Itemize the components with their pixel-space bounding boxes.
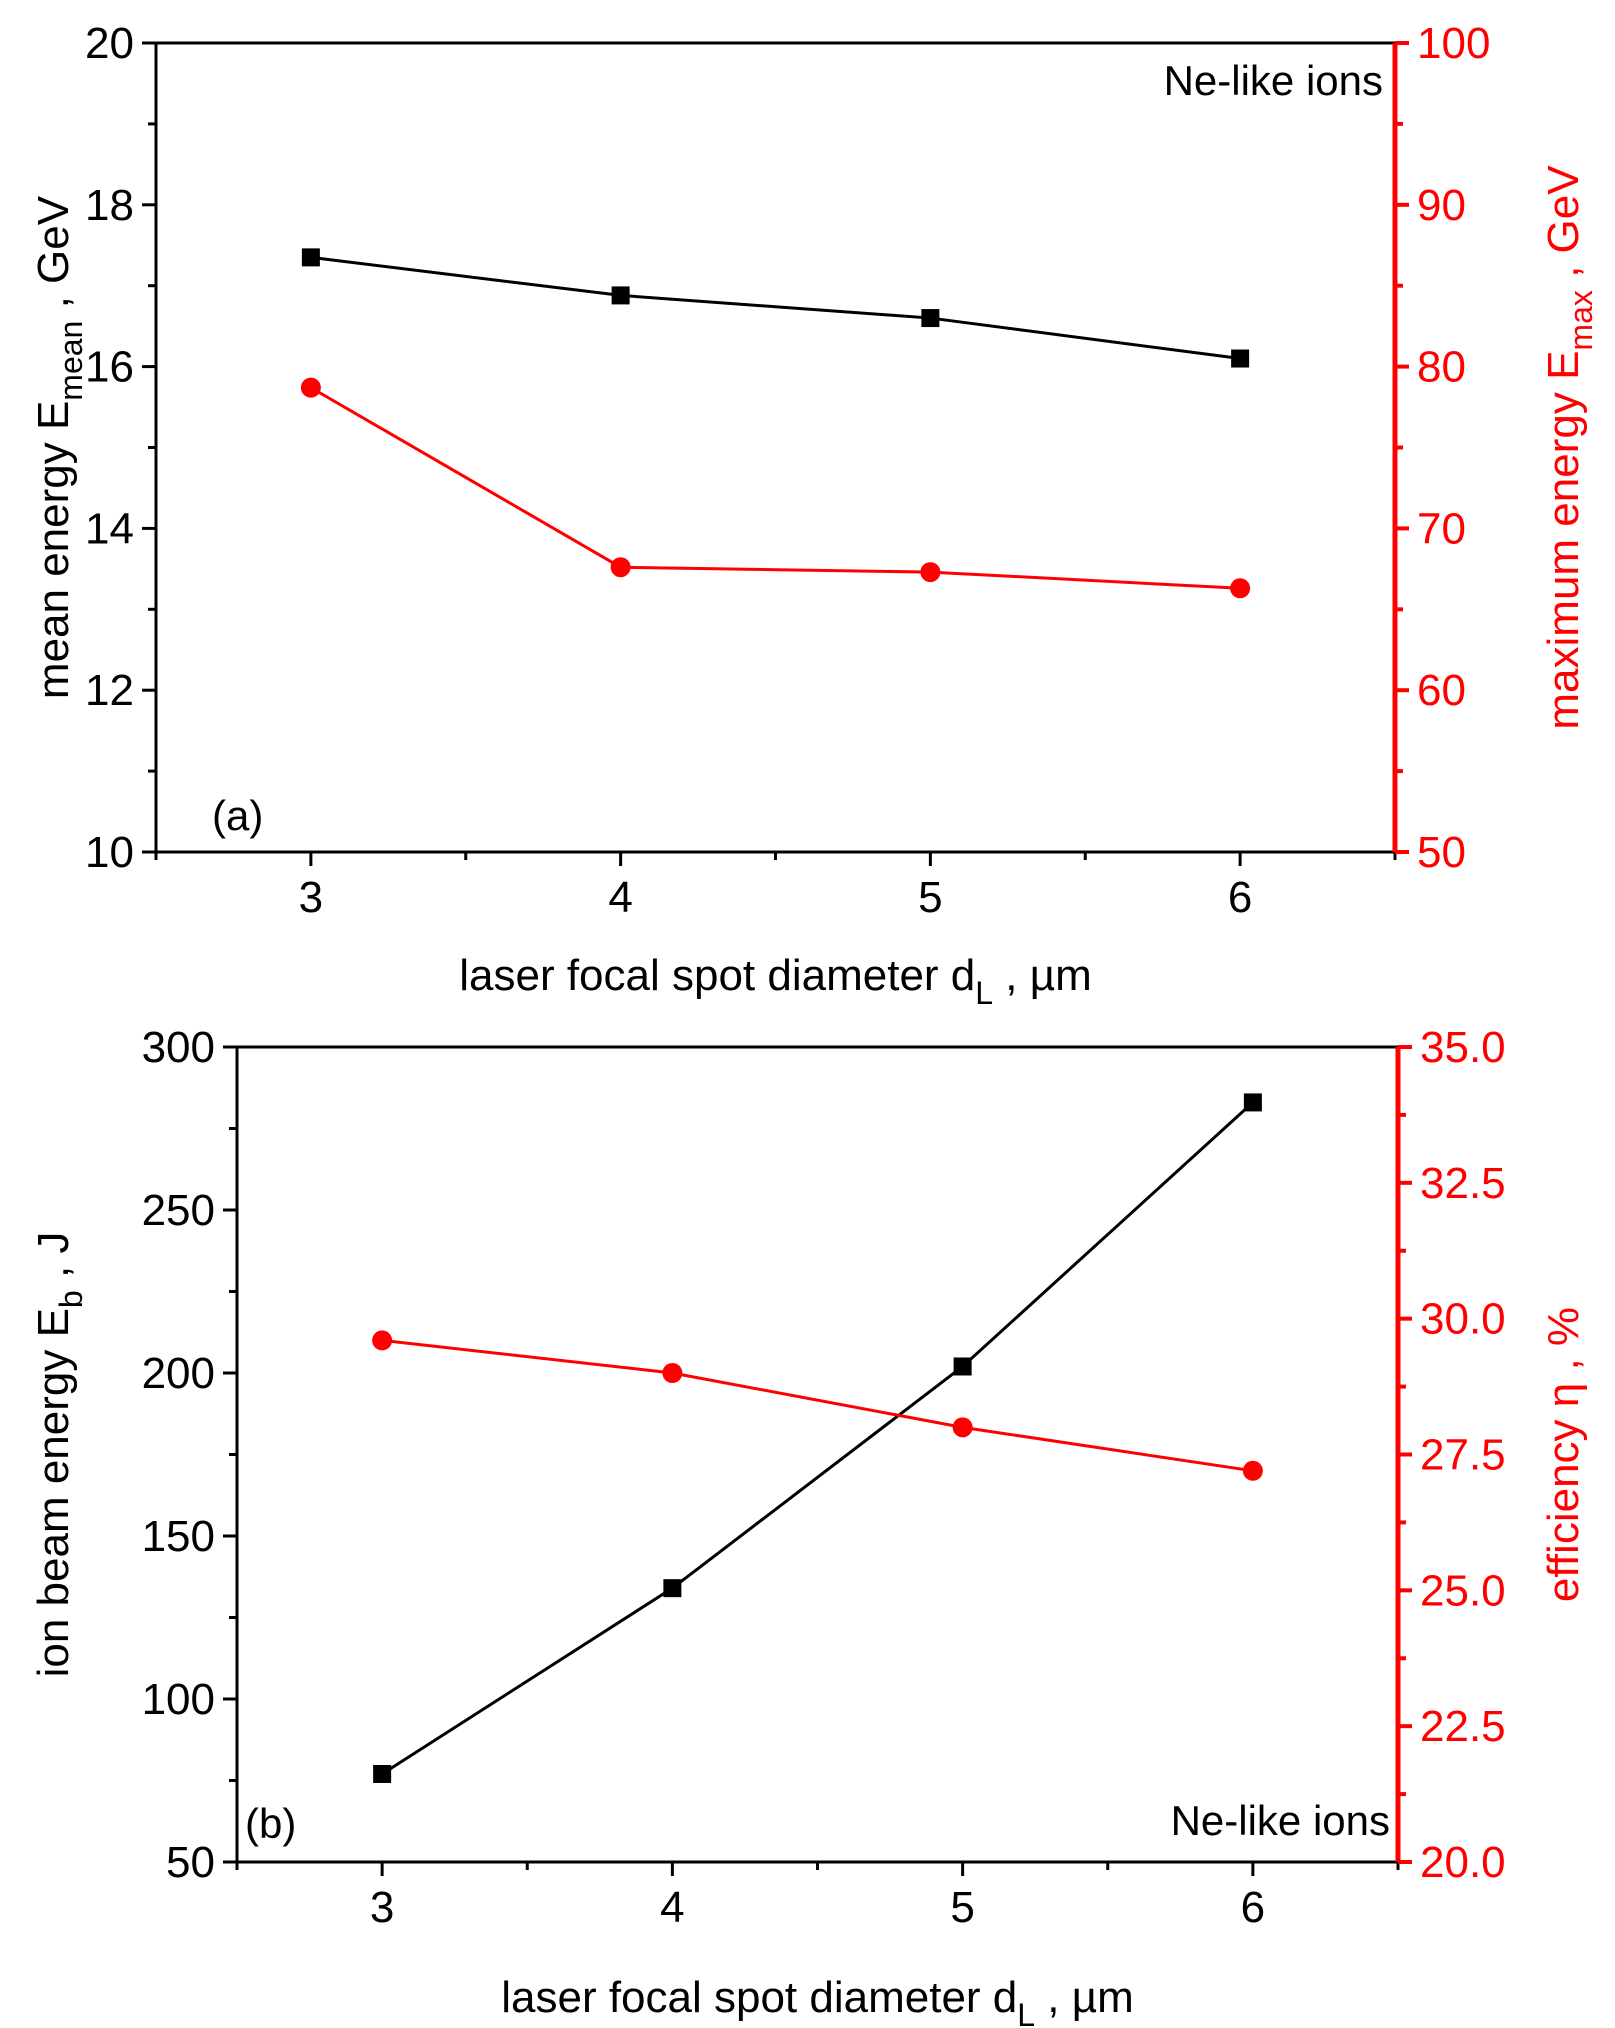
left-y-tick-label: 50 xyxy=(166,1838,215,1887)
left-y-axis-title-sub: b xyxy=(53,1290,89,1308)
right-y-tick-label: 80 xyxy=(1417,343,1466,392)
x-tick-label: 3 xyxy=(299,873,323,922)
x-axis-title-main: laser focal spot diameter d xyxy=(459,951,975,1000)
x-axis-title-main: laser focal spot diameter d xyxy=(501,1973,1017,2022)
right-y-tick-label: 22.5 xyxy=(1420,1702,1506,1751)
chart-panel-a: 3 4 5 6 10 12 14 16 18 20 50 60 70 80 90 100 laser focal… xyxy=(29,19,1599,1011)
x-axis-title-unit: , µm xyxy=(1035,1973,1134,2022)
left-y-axis-title-main: mean energy E xyxy=(29,401,78,699)
right-y-tick-label: 27.5 xyxy=(1420,1431,1506,1480)
x-tick-label: 6 xyxy=(1228,873,1252,922)
left-y-tick-label: 20 xyxy=(85,19,134,68)
left-y-axis-title: mean energy Emean , GeV xyxy=(29,195,89,699)
right-y-tick-label: 60 xyxy=(1417,666,1466,715)
x-axis-title: laser focal spot diameter dL , µm xyxy=(459,951,1092,1011)
x-tick-label: 5 xyxy=(950,1883,974,1932)
right-y-axis-title-main: efficiency η , % xyxy=(1539,1307,1588,1602)
right-y-tick-label: 35.0 xyxy=(1420,1023,1506,1072)
right-y-tick-label: 32.5 xyxy=(1420,1159,1506,1208)
data-point-maximum-energy xyxy=(300,377,321,398)
data-point-maximum-energy xyxy=(610,557,631,578)
ion-species-annotation: Ne-like ions xyxy=(1164,57,1383,104)
data-point-mean-energy xyxy=(921,309,940,328)
left-y-tick-label: 16 xyxy=(85,343,134,392)
left-y-tick-label: 18 xyxy=(85,181,134,230)
chart-panel-b: 3 4 5 6 50 100 150 200 250 300 20.0 22.5 25.0 27.5 30.… xyxy=(29,1023,1588,2028)
x-tick-label: 4 xyxy=(608,873,632,922)
left-y-axis-title-unit: , J xyxy=(29,1232,78,1291)
x-tick-label: 3 xyxy=(370,1883,394,1932)
right-y-axis-title-unit: , GeV xyxy=(1539,165,1588,290)
right-y-axis-title: maximum energy Emax , GeV xyxy=(1539,165,1599,730)
panel-label: (b) xyxy=(245,1800,296,1847)
left-y-tick-label: 12 xyxy=(85,666,134,715)
left-y-axis-title: ion beam energy Eb , J xyxy=(29,1232,89,1678)
right-y-axis-title-sub: max xyxy=(1563,290,1599,350)
data-point-efficiency xyxy=(372,1330,393,1351)
panel-label: (a) xyxy=(212,792,263,839)
data-point-ion-beam-energy xyxy=(663,1579,682,1598)
left-y-tick-label: 10 xyxy=(85,828,134,877)
x-tick-label: 4 xyxy=(660,1883,684,1932)
x-axis-title-sub: L xyxy=(1017,1997,1035,2028)
series-line-mean-energy xyxy=(310,255,1241,360)
data-point-mean-energy xyxy=(611,286,630,305)
data-point-efficiency xyxy=(662,1363,683,1383)
data-point-maximum-energy xyxy=(1230,578,1251,599)
right-y-tick-label: 30.0 xyxy=(1420,1295,1506,1344)
x-axis-title: laser focal spot diameter dL , µm xyxy=(501,1973,1134,2028)
data-point-ion-beam-energy xyxy=(1243,1093,1262,1112)
x-axis-title-sub: L xyxy=(975,975,993,1011)
left-y-tick-label: 200 xyxy=(142,1349,215,1398)
left-y-axis-title-unit: , GeV xyxy=(29,195,78,320)
series-line-efficiency xyxy=(381,1338,1254,1473)
left-y-tick-label: 250 xyxy=(142,1186,215,1235)
right-y-axis-title: efficiency η , % xyxy=(1539,1307,1588,1602)
data-point-mean-energy xyxy=(301,248,320,267)
right-y-tick-label: 25.0 xyxy=(1420,1566,1506,1615)
right-y-tick-label: 90 xyxy=(1417,181,1466,230)
series-line-maximum-energy xyxy=(310,386,1241,590)
left-y-axis-title-sub: mean xyxy=(53,321,89,401)
data-point-efficiency xyxy=(952,1417,973,1438)
x-tick-label: 6 xyxy=(1241,1883,1265,1932)
x-axis-title-unit: , µm xyxy=(993,951,1092,1000)
right-y-tick-label: 20.0 xyxy=(1420,1838,1506,1887)
x-tick-label: 5 xyxy=(918,873,942,922)
series-line-ion-beam-energy xyxy=(381,1101,1254,1776)
right-y-axis-title-main: maximum energy E xyxy=(1539,351,1588,730)
data-point-efficiency xyxy=(1242,1460,1263,1481)
left-y-axis-title-main: ion beam energy E xyxy=(29,1308,78,1677)
left-y-tick-label: 14 xyxy=(85,504,134,553)
ion-species-annotation: Ne-like ions xyxy=(1171,1797,1390,1844)
right-y-tick-label: 50 xyxy=(1417,828,1466,877)
data-point-ion-beam-energy xyxy=(953,1357,972,1376)
left-y-tick-label: 300 xyxy=(142,1023,215,1072)
left-y-tick-label: 100 xyxy=(142,1675,215,1724)
data-point-maximum-energy xyxy=(920,562,941,583)
right-y-tick-label: 100 xyxy=(1417,19,1490,68)
data-point-ion-beam-energy xyxy=(373,1764,392,1783)
right-y-tick-label: 70 xyxy=(1417,504,1466,553)
left-y-tick-label: 150 xyxy=(142,1512,215,1561)
data-point-mean-energy xyxy=(1231,349,1250,368)
